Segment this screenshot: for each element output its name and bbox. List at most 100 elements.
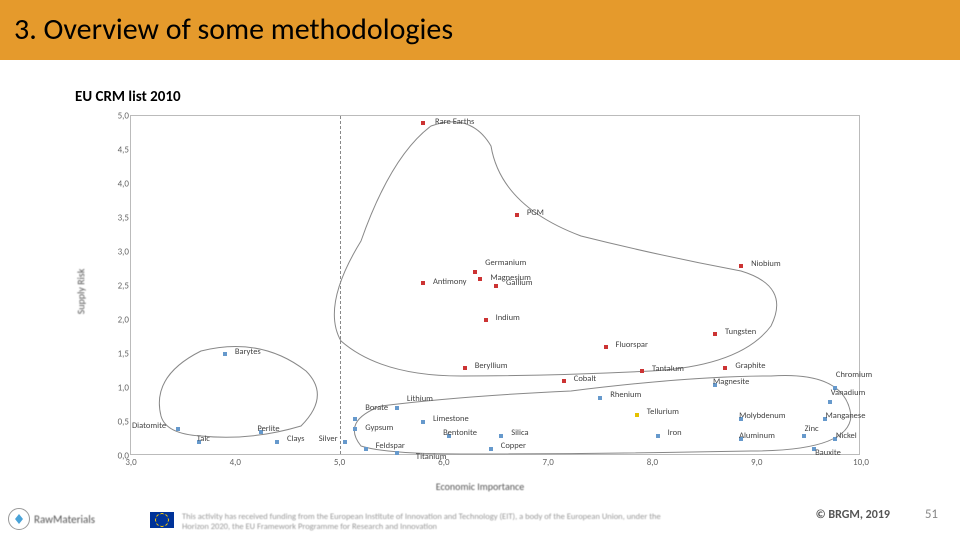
y-tick: 2,5	[109, 281, 129, 292]
scatter-label: Fluorspar	[616, 340, 648, 350]
x-tick: 10,0	[853, 457, 869, 468]
scatter-point	[463, 366, 467, 370]
scatter-label: Talc	[197, 434, 210, 444]
scatter-label: Feldspar	[376, 441, 405, 451]
scatter-label: PGM	[527, 208, 544, 218]
scatter-label: Chromium	[836, 370, 872, 380]
scatter-label: Antimony	[433, 277, 466, 287]
scatter-point	[421, 281, 425, 285]
x-tick: 4,0	[230, 457, 241, 468]
scatter-point	[562, 379, 566, 383]
scatter-point	[494, 284, 498, 288]
x-tick: 3,0	[125, 457, 136, 468]
scatter-label: Perlite	[257, 424, 279, 434]
scatter-label: Germanium	[485, 258, 526, 268]
y-tick: 1,5	[109, 349, 129, 360]
scatter-label: Indium	[496, 313, 520, 323]
scatter-point	[395, 406, 399, 410]
eit-logo-icon	[8, 508, 30, 530]
scatter-point	[604, 345, 608, 349]
scatter-point	[713, 332, 717, 336]
y-tick: 3,5	[109, 213, 129, 224]
scatter-label: Manganese	[826, 411, 866, 421]
y-tick: 4,0	[109, 179, 129, 190]
scatter-point	[343, 440, 347, 444]
threshold-vline	[340, 116, 341, 454]
scatter-label: Zinc	[805, 424, 819, 434]
scatter-point	[275, 440, 279, 444]
scatter-label: Bentonite	[443, 428, 477, 438]
scatter-label: Clays	[287, 434, 305, 444]
scatter-point	[395, 451, 399, 455]
scatter-point	[635, 413, 639, 417]
scatter-point	[421, 121, 425, 125]
scatter-label: Gallium	[506, 278, 533, 288]
scatter-label: Molybdenum	[739, 411, 785, 421]
scatter-label: Titanium	[416, 452, 447, 462]
scatter-label: Borate	[365, 403, 388, 413]
scatter-label: Tantalum	[652, 364, 684, 374]
y-tick: 5,0	[109, 111, 129, 122]
scatter-label: Bauxite	[815, 448, 841, 458]
x-axis-label: Economic Importance	[436, 480, 524, 493]
scatter-label: Iron	[668, 428, 682, 438]
plot-area: 0,00,51,01,52,02,53,03,54,04,55,03,04,05…	[130, 115, 860, 455]
eu-flag-icon	[150, 512, 174, 528]
scatter-point	[828, 400, 832, 404]
funding-text: This activity has received funding from …	[182, 512, 662, 532]
scatter-label: Magnesite	[713, 377, 749, 387]
scatter-point	[739, 264, 743, 268]
scatter-point	[723, 366, 727, 370]
y-tick: 3,0	[109, 247, 129, 258]
scatter-label: Tungsten	[725, 327, 756, 337]
footer: RawMaterials This activity has received …	[0, 500, 960, 536]
slide-subtitle: EU CRM list 2010	[75, 88, 181, 106]
scatter-label: Rhenium	[610, 390, 641, 400]
page-number: 51	[925, 507, 938, 522]
scatter-point	[656, 434, 660, 438]
scatter-point	[598, 396, 602, 400]
scatter-point	[640, 369, 644, 373]
scatter-label: Niobium	[751, 259, 781, 269]
scatter-label: Rare Earths	[435, 117, 474, 127]
scatter-label: Diatomite	[132, 421, 166, 431]
scatter-label: Aluminum	[739, 431, 775, 441]
slide-title: 3. Overview of some methodologies	[14, 11, 453, 48]
x-tick: 8,0	[647, 457, 658, 468]
y-tick: 4,5	[109, 145, 129, 156]
y-tick: 0,5	[109, 417, 129, 428]
scatter-label: Barytes	[235, 347, 261, 357]
scatter-label: Graphite	[735, 361, 765, 371]
raw-materials-text: RawMaterials	[34, 513, 95, 526]
scatter-point	[473, 270, 477, 274]
scatter-label: Nickel	[836, 431, 857, 441]
y-tick: 2,0	[109, 315, 129, 326]
scatter-point	[515, 213, 519, 217]
scatter-label: Vanadium	[831, 388, 866, 398]
scatter-label: Limestone	[433, 414, 469, 424]
scatter-label: Copper	[501, 441, 526, 451]
scatter-point	[484, 318, 488, 322]
x-tick: 7,0	[542, 457, 553, 468]
scatter-label: Silver	[319, 434, 338, 444]
scatter-point	[421, 420, 425, 424]
scatter-point	[802, 434, 806, 438]
y-axis-label: Supply Risk	[74, 269, 87, 315]
scatter-point	[353, 427, 357, 431]
copyright-text: © BRGM, 2019	[816, 508, 890, 522]
y-tick: 1,0	[109, 383, 129, 394]
x-tick: 9,0	[751, 457, 762, 468]
scatter-label: Lithium	[407, 394, 433, 404]
scatter-label: Silica	[511, 428, 528, 438]
scatter-label: Beryllium	[475, 361, 508, 371]
scatter-label: Gypsum	[365, 423, 393, 433]
scatter-point	[223, 352, 227, 356]
scatter-point	[353, 417, 357, 421]
scatter-label: Cobalt	[574, 374, 596, 384]
scatter-label: Tellurium	[647, 407, 679, 417]
scatter-chart: Supply Risk Economic Importance 0,00,51,…	[100, 115, 860, 475]
scatter-point	[364, 447, 368, 451]
scatter-point	[499, 434, 503, 438]
slide-title-bar: 3. Overview of some methodologies	[0, 0, 960, 60]
scatter-point	[489, 447, 493, 451]
